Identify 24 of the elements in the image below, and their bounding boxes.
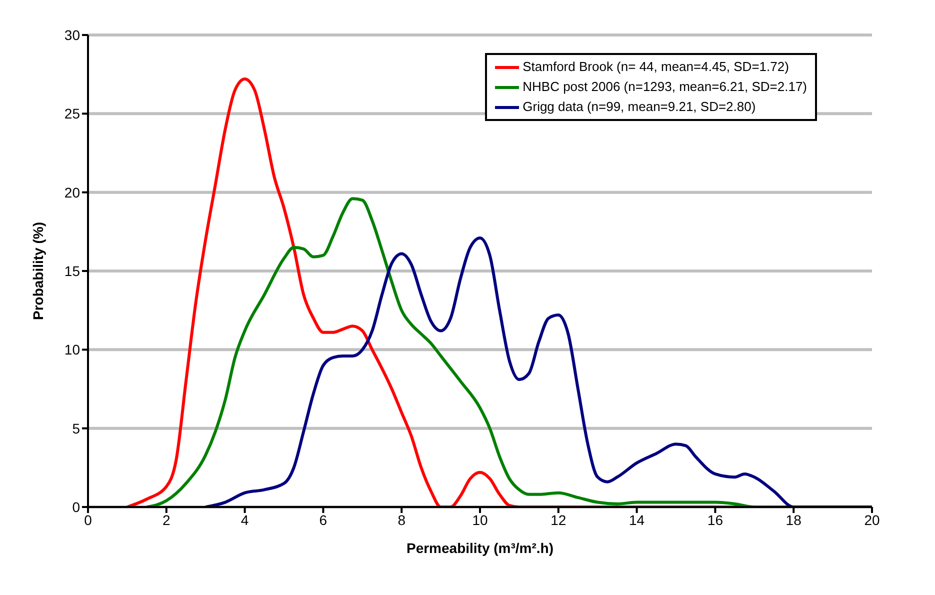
y-tick-label: 25: [64, 106, 80, 122]
x-tick-label: 20: [864, 512, 880, 528]
y-tick-label: 0: [72, 498, 80, 515]
x-tick-label: 4: [240, 512, 249, 528]
y-axis-title: Probability (%): [30, 222, 46, 320]
x-tick-label: 0: [84, 512, 92, 528]
y-tick-label: 20: [64, 184, 80, 200]
x-tick-label: 18: [786, 512, 802, 528]
x-tick-label: 6: [319, 512, 328, 528]
y-tick-label: 15: [64, 262, 80, 279]
x-tick-label: 14: [629, 512, 645, 528]
x-tick-label: 8: [398, 512, 406, 528]
x-tick-label: 2: [162, 512, 170, 528]
legend-label: Stamford Brook (n= 44, mean=4.45, SD=1.72): [522, 58, 789, 76]
y-tick-label: 5: [72, 420, 80, 436]
x-tick-label: 10: [472, 512, 488, 528]
x-tick-label: 16: [707, 512, 724, 528]
y-tick-label: 10: [64, 342, 80, 358]
legend-label: Grigg data (n=99, mean=9.21, SD=2.80): [522, 98, 756, 116]
x-axis-title: Permeability (m³/m².h): [406, 540, 554, 556]
y-tick-label: 30: [64, 26, 80, 43]
x-tick-label: 12: [550, 512, 566, 528]
legend-label: NHBC post 2006 (n=1293, mean=6.21, SD=2.17): [522, 78, 807, 96]
line-series: [204, 236, 872, 507]
